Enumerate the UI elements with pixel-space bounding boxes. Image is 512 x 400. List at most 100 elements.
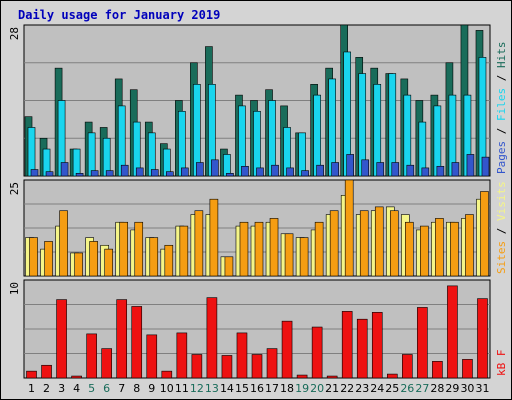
bar-pages-day-26	[406, 164, 415, 177]
bar-kb-f-day-8	[131, 306, 143, 379]
bar-kb-f-day-13	[206, 297, 218, 379]
legend-pages: Pages	[495, 141, 508, 174]
x-tick-label-13: 13	[205, 382, 219, 395]
bar-pages-day-2	[45, 171, 54, 177]
bar-pages-day-14	[226, 173, 234, 177]
bar-files-day-20	[313, 94, 321, 177]
bar-kb-f-day-29	[447, 285, 458, 379]
x-tick-label-16: 16	[250, 382, 264, 395]
bar-pages-day-7	[120, 164, 129, 177]
bar-sites-day-30	[465, 214, 474, 277]
bar-kb-f-day-3	[56, 299, 67, 379]
bar-pages-day-9	[150, 169, 159, 177]
x-tick-label-27: 27	[415, 382, 429, 395]
bar-kb-f-day-6	[101, 348, 112, 379]
legend-visits-sites: Sites / Visits	[495, 181, 508, 274]
x-tick-label-28: 28	[430, 382, 444, 395]
y-max-label: 28	[8, 27, 21, 40]
x-tick-label-5: 5	[88, 382, 95, 395]
legend-kb-f: kB F	[495, 350, 508, 377]
x-tick-label-11: 11	[175, 382, 189, 395]
x-tick-label-2: 2	[43, 382, 50, 395]
x-tick-label-14: 14	[220, 382, 234, 395]
x-tick-label-18: 18	[280, 382, 294, 395]
legend-pages-files-hits: Pages / Files / Hits	[495, 42, 508, 175]
legend-separator: /	[495, 221, 508, 241]
bar-pages-day-13	[211, 159, 219, 177]
bar-kb-f-day-15	[236, 332, 248, 379]
bar-pages-day-4	[75, 173, 84, 177]
bar-kb-f-day-30	[462, 359, 473, 379]
y-max-label: 10	[8, 282, 21, 295]
panel-pages-files-hits: 28 Pages / Files / Hits	[8, 24, 508, 177]
bar-files-day-26	[403, 94, 412, 177]
bar-sites-day-29	[450, 221, 459, 277]
bar-pages-day-22	[346, 154, 354, 177]
bar-files-day-25	[388, 73, 397, 177]
bar-pages-day-31	[481, 156, 490, 177]
bar-kb-f-day-22	[341, 311, 353, 379]
bar-files-day-11	[178, 110, 186, 177]
x-tick-label-7: 7	[118, 382, 125, 395]
bar-files-day-16	[253, 110, 261, 177]
x-tick-label-15: 15	[235, 382, 249, 395]
bar-kb-f-day-9	[146, 334, 158, 379]
bar-pages-day-21	[331, 162, 339, 177]
bar-files-day-14	[223, 154, 231, 177]
bar-sites-day-3	[59, 210, 68, 277]
bar-sites-day-23	[359, 210, 369, 277]
bar-pages-day-25	[391, 162, 400, 177]
bar-kb-f-day-1	[26, 370, 37, 379]
x-tick-label-21: 21	[325, 382, 339, 395]
chart-title: Daily usage for January 2019	[18, 8, 220, 22]
bar-sites-day-2	[44, 241, 53, 277]
bar-pages-day-11	[181, 167, 189, 177]
bar-kb-f-day-21	[326, 375, 338, 379]
bar-kb-f-day-2	[41, 364, 52, 379]
x-tick-label-4: 4	[73, 382, 80, 395]
bar-pages-day-30	[466, 154, 475, 177]
bar-sites-day-10	[164, 244, 174, 277]
bar-pages-day-16	[256, 167, 264, 177]
bar-pages-day-1	[30, 169, 39, 177]
bar-pages-day-6	[105, 170, 114, 177]
bar-sites-day-16	[254, 221, 264, 277]
bar-kb-f-day-4	[71, 375, 82, 379]
x-tick-label-31: 31	[475, 382, 489, 395]
bar-pages-day-15	[241, 165, 249, 177]
bar-kb-f-day-5	[86, 333, 97, 379]
bar-files-day-1	[27, 127, 36, 177]
bar-sites-day-4	[74, 252, 83, 277]
bar-pages-day-27	[421, 167, 430, 177]
bar-sites-day-5	[89, 241, 98, 277]
bar-pages-day-23	[361, 159, 370, 177]
x-tick-label-1: 1	[28, 382, 35, 395]
bar-files-day-21	[328, 78, 336, 177]
bar-kb-f-day-10	[161, 370, 173, 379]
bar-files-day-17	[268, 100, 276, 177]
bar-pages-day-17	[271, 164, 279, 177]
panel-visits-sites: 25 Sites / Visits	[8, 179, 508, 277]
x-tick-label-24: 24	[370, 382, 384, 395]
x-tick-label-6: 6	[103, 382, 110, 395]
bar-sites-day-13	[209, 198, 219, 277]
bar-pages-day-12	[196, 162, 204, 177]
bar-kb-f-day-12	[191, 354, 203, 379]
bar-kb-f-day-26	[402, 354, 413, 379]
panel-kb-f: 10 kB F	[8, 279, 508, 379]
bar-sites-day-14	[224, 256, 234, 277]
legend-separator: /	[495, 121, 508, 141]
legend-sites: Sites	[495, 241, 508, 274]
bar-pages-day-18	[286, 167, 294, 177]
bar-sites-day-24	[374, 206, 384, 277]
y-max-label: 25	[8, 182, 21, 195]
bar-sites-day-25	[389, 210, 399, 277]
bar-files-day-28	[433, 105, 442, 177]
bar-kb-f-day-31	[477, 298, 488, 379]
bar-pages-day-8	[135, 167, 144, 177]
bar-pages-day-19	[301, 170, 309, 177]
bar-kb-f-day-7	[116, 299, 128, 379]
bar-sites-day-27	[420, 225, 429, 277]
x-tick-label-19: 19	[295, 382, 309, 395]
legend-visits: Visits	[495, 181, 508, 221]
